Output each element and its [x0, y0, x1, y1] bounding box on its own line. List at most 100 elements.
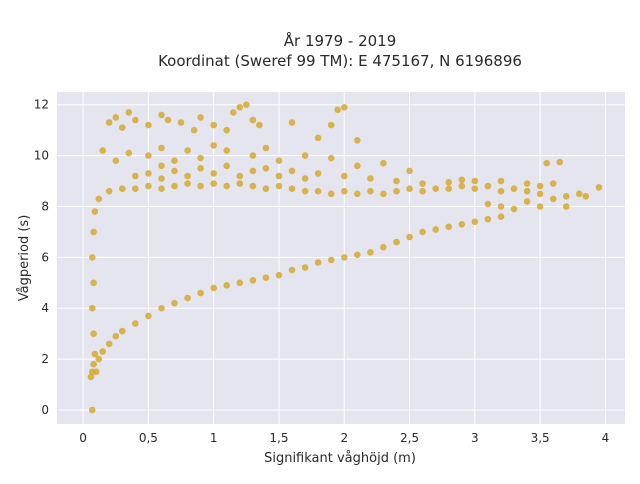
- data-point: [158, 175, 165, 182]
- data-point: [445, 179, 453, 186]
- data-point: [90, 279, 97, 287]
- data-point: [275, 271, 283, 279]
- plot-area: [57, 92, 625, 424]
- data-point: [145, 312, 152, 320]
- data-point: [90, 330, 97, 338]
- data-point: [497, 213, 505, 220]
- data-point: [112, 114, 120, 121]
- data-point: [230, 109, 237, 116]
- data-point: [125, 149, 133, 157]
- data-point: [197, 289, 204, 297]
- data-point: [354, 251, 361, 259]
- data-point: [301, 264, 309, 271]
- data-point: [341, 254, 348, 261]
- data-point: [334, 106, 342, 114]
- data-point: [223, 126, 230, 134]
- data-point: [177, 119, 185, 126]
- data-point: [210, 142, 217, 149]
- data-point: [327, 190, 335, 198]
- data-point: [262, 144, 270, 152]
- data-point: [91, 350, 99, 358]
- y-tick-label: 4: [41, 301, 49, 315]
- x-axis-title: Signifikant våghöjd (m): [264, 451, 416, 466]
- data-point: [223, 162, 230, 170]
- y-tick-label: 8: [41, 199, 49, 213]
- data-point: [243, 101, 250, 108]
- data-point: [171, 299, 178, 307]
- data-point: [556, 158, 563, 166]
- data-point: [145, 182, 152, 190]
- data-point: [132, 172, 139, 180]
- data-point: [327, 256, 335, 264]
- data-point: [458, 221, 466, 228]
- data-point: [112, 332, 120, 340]
- data-point: [90, 228, 97, 236]
- y-tick-label: 0: [41, 403, 49, 417]
- data-point: [510, 185, 518, 192]
- data-point: [223, 147, 230, 154]
- data-point: [367, 249, 374, 256]
- x-tick-label: 0,5: [139, 431, 158, 445]
- data-point: [132, 185, 139, 192]
- data-point: [89, 254, 96, 261]
- data-point: [341, 104, 348, 111]
- data-point: [595, 184, 603, 191]
- data-point: [184, 172, 191, 180]
- data-point: [223, 182, 230, 190]
- data-point: [484, 200, 492, 208]
- data-point: [145, 121, 152, 129]
- data-point: [190, 126, 198, 134]
- data-point: [105, 187, 113, 195]
- data-point: [90, 360, 97, 368]
- data-point: [197, 182, 204, 190]
- data-point: [262, 165, 270, 172]
- data-point: [288, 167, 296, 175]
- data-point: [380, 243, 387, 251]
- data-point: [367, 175, 374, 182]
- data-point: [197, 154, 204, 162]
- data-point: [145, 170, 152, 177]
- y-tick-label: 6: [41, 250, 49, 264]
- data-point: [89, 406, 96, 414]
- data-point: [262, 185, 270, 192]
- data-point: [288, 119, 296, 126]
- data-point: [523, 198, 531, 205]
- data-point: [380, 159, 387, 167]
- data-point: [89, 304, 96, 312]
- data-point: [95, 195, 103, 203]
- data-point: [236, 172, 244, 180]
- y-tick-label: 12: [34, 98, 49, 112]
- data-point: [105, 119, 113, 126]
- x-tick-label: 4: [602, 431, 610, 445]
- data-point: [288, 266, 296, 274]
- data-point: [301, 175, 309, 182]
- data-point: [543, 159, 550, 167]
- data-point: [536, 190, 544, 198]
- data-point: [249, 277, 257, 284]
- data-point: [249, 116, 257, 124]
- data-point: [210, 284, 217, 292]
- x-tick-label: 0: [79, 431, 87, 445]
- data-point: [341, 187, 348, 195]
- data-point: [132, 320, 139, 327]
- data-point: [184, 180, 191, 187]
- data-point: [125, 109, 133, 116]
- y-tick-label: 2: [41, 352, 49, 366]
- data-point: [158, 185, 165, 192]
- data-point: [236, 279, 244, 287]
- data-point: [87, 373, 95, 381]
- data-point: [445, 185, 453, 192]
- data-point: [91, 208, 99, 215]
- data-point: [262, 274, 270, 282]
- data-point: [471, 177, 479, 185]
- data-point: [327, 121, 335, 129]
- data-point: [471, 185, 479, 192]
- data-point: [288, 185, 296, 192]
- data-point: [95, 355, 103, 363]
- data-point: [314, 134, 322, 142]
- data-point: [549, 180, 557, 187]
- data-point: [236, 180, 244, 187]
- data-point: [164, 116, 172, 124]
- data-point: [158, 162, 165, 170]
